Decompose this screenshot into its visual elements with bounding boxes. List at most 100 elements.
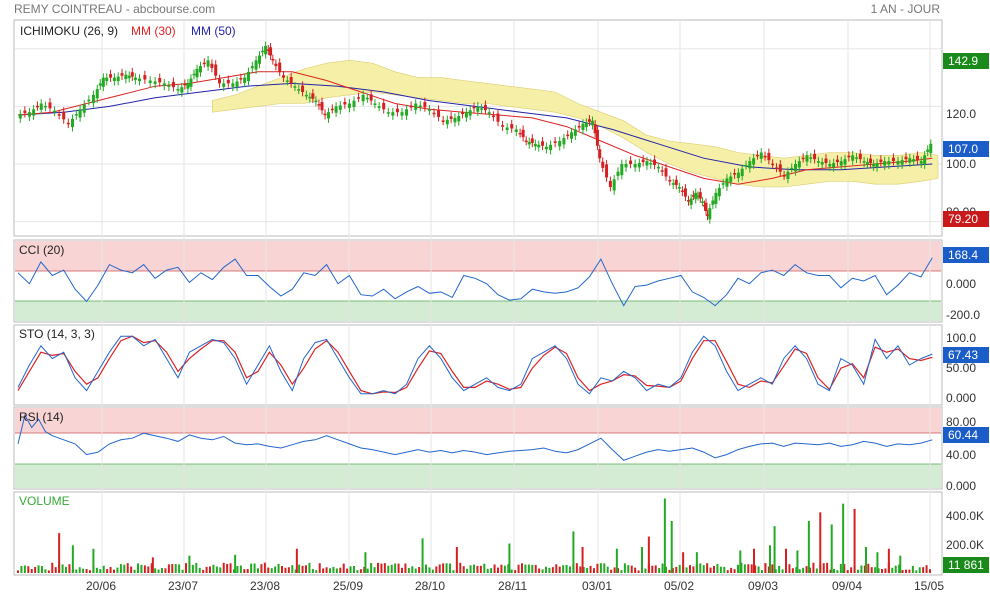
volume-bar — [826, 562, 829, 573]
candle-body — [533, 143, 537, 147]
candle-body — [694, 192, 698, 200]
volume-bar — [589, 565, 592, 573]
candle-body — [595, 129, 599, 146]
volume-bar — [905, 569, 907, 573]
candle-body — [18, 114, 22, 119]
volume-bar — [102, 565, 105, 573]
candle-body — [62, 111, 66, 120]
candle-body — [696, 195, 700, 198]
candle-body — [365, 97, 369, 100]
candle-body — [330, 108, 334, 111]
volume-bar — [713, 565, 715, 573]
volume-bar — [719, 566, 722, 573]
candle-body — [501, 125, 505, 127]
volume-bar — [877, 568, 880, 573]
candle-body — [326, 112, 330, 119]
candle-body — [740, 168, 744, 177]
volume-bar — [634, 567, 637, 573]
volume-bar — [699, 563, 702, 573]
volume-bar — [305, 565, 307, 573]
volume-bar — [438, 564, 441, 573]
candle-body — [835, 159, 839, 163]
volume-bar — [538, 568, 541, 573]
candle-body — [786, 171, 790, 179]
candle-body — [70, 118, 74, 128]
candle-body — [624, 164, 628, 168]
volume-bar — [918, 567, 921, 573]
candle-body — [127, 75, 131, 79]
candle-body — [805, 155, 809, 162]
volume-bar — [161, 568, 163, 573]
candle-body — [733, 173, 737, 175]
candle-body — [461, 112, 465, 115]
volume-bar — [154, 568, 157, 573]
volume-bar — [575, 563, 578, 573]
candle-body — [261, 50, 265, 53]
candle-body — [633, 164, 637, 168]
volume-bar — [857, 569, 859, 573]
volume-bar — [65, 566, 67, 573]
cci-ytick-0: 0.000 — [946, 277, 976, 291]
candle-body — [343, 101, 347, 105]
volume-bar-spike — [876, 552, 879, 573]
candle-body — [530, 138, 534, 143]
volume-bar — [507, 564, 510, 573]
rsi-ytick-0: 0.000 — [946, 479, 976, 493]
candle-body — [790, 167, 794, 170]
candle-body — [929, 143, 933, 154]
candle-body — [323, 113, 327, 116]
volume-bar — [846, 570, 849, 573]
candle-body — [729, 176, 733, 182]
sto-series — [17, 335, 933, 395]
candle-body — [468, 110, 472, 116]
volume-bar — [226, 563, 229, 573]
candle-body — [605, 164, 609, 178]
candle-body — [254, 60, 258, 70]
candle-body — [702, 204, 706, 207]
candle-body — [214, 64, 218, 76]
rsi-line — [17, 413, 933, 461]
candle-body — [334, 106, 338, 113]
candle-body — [797, 161, 801, 168]
sto-k-line — [17, 335, 933, 395]
volume-bar — [202, 569, 205, 573]
candle-body — [373, 103, 377, 106]
volume-bar — [281, 566, 283, 573]
volume-bar — [346, 568, 349, 573]
volume-bar — [473, 564, 475, 573]
candle-body — [553, 141, 557, 143]
candle-body — [441, 120, 445, 122]
volume-bar — [764, 563, 767, 573]
volume-bar — [390, 564, 393, 573]
candle-body — [524, 140, 528, 143]
candle-body — [744, 164, 748, 167]
candle-body — [361, 94, 365, 102]
volume-bar — [606, 566, 609, 573]
volume-bar — [596, 563, 599, 573]
candle-body — [608, 180, 612, 188]
volume-bar — [78, 567, 81, 573]
volume-bar — [20, 566, 23, 573]
volume-bar — [209, 566, 211, 573]
candle-body — [109, 74, 113, 78]
period-selector[interactable]: 1 AN - JOUR — [870, 2, 940, 16]
candle-body — [338, 105, 342, 110]
volume-bar — [459, 562, 462, 573]
volume-bar — [805, 566, 808, 573]
volume-bar — [901, 570, 904, 573]
candle-body — [138, 78, 142, 82]
candle-body — [680, 190, 684, 192]
volume-bar — [867, 563, 870, 573]
volume-bar-spike — [769, 545, 771, 573]
cci-overbought-band — [15, 241, 941, 271]
candle-body — [900, 160, 904, 165]
candle-body — [714, 192, 718, 204]
candle-body — [87, 99, 91, 102]
volume-bar — [335, 568, 338, 573]
volume-bar — [239, 565, 242, 573]
badge-cci-value: 168.4 — [948, 248, 978, 262]
volume-bar — [569, 566, 571, 573]
badge-cci — [943, 247, 989, 263]
xtick-09-03: 09/03 — [748, 579, 778, 593]
candle-body — [480, 108, 484, 110]
